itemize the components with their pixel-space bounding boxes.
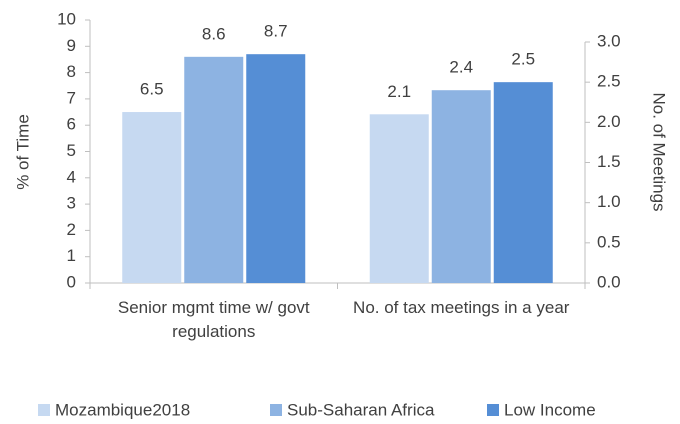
y2-tick-label: 0.5 (597, 232, 621, 251)
y-tick-label: 8 (67, 62, 76, 81)
y2-tick-label: 3.0 (597, 31, 621, 50)
y2-tick-label: 2.0 (597, 112, 621, 131)
x-tick-label: No. of tax meetings in a year (353, 298, 570, 317)
value-label: 2.4 (449, 58, 473, 77)
bar (493, 82, 553, 284)
bar (369, 114, 429, 283)
y-tick-label: 7 (67, 88, 76, 107)
value-label: 6.5 (140, 80, 164, 99)
legend-swatch (487, 404, 499, 416)
y-tick-label: 4 (67, 167, 76, 186)
legend-label: Sub-Saharan Africa (287, 400, 435, 419)
bar (431, 90, 491, 283)
value-label: 2.1 (387, 82, 411, 101)
y-tick-label: 10 (57, 9, 76, 28)
bar (246, 54, 306, 283)
legend-label: Low Income (504, 400, 596, 419)
y-tick-label: 3 (67, 194, 76, 213)
value-label: 2.5 (511, 50, 535, 69)
legend-swatch (270, 404, 282, 416)
value-label: 8.6 (202, 24, 226, 43)
bar (122, 112, 182, 283)
y2-tick-label: 0.0 (597, 272, 621, 291)
y2-tick-label: 2.5 (597, 72, 621, 91)
y-tick-label: 9 (67, 36, 76, 55)
legend-label: Mozambique2018 (55, 400, 190, 419)
y2-axis-title: No. of Meetings (650, 92, 669, 211)
y-tick-label: 1 (67, 246, 76, 265)
y-tick-label: 6 (67, 115, 76, 134)
y-axis-title: % of Time (13, 114, 32, 190)
y-tick-label: 2 (67, 220, 76, 239)
y2-tick-label: 1.0 (597, 192, 621, 211)
value-label: 8.7 (264, 22, 288, 41)
bar (184, 56, 244, 283)
y2-tick-label: 1.5 (597, 152, 621, 171)
legend-swatch (38, 404, 50, 416)
x-tick-label: Senior mgmt time w/ govt regulations (117, 298, 310, 341)
y-tick-label: 0 (67, 272, 76, 291)
y-tick-label: 5 (67, 141, 76, 160)
